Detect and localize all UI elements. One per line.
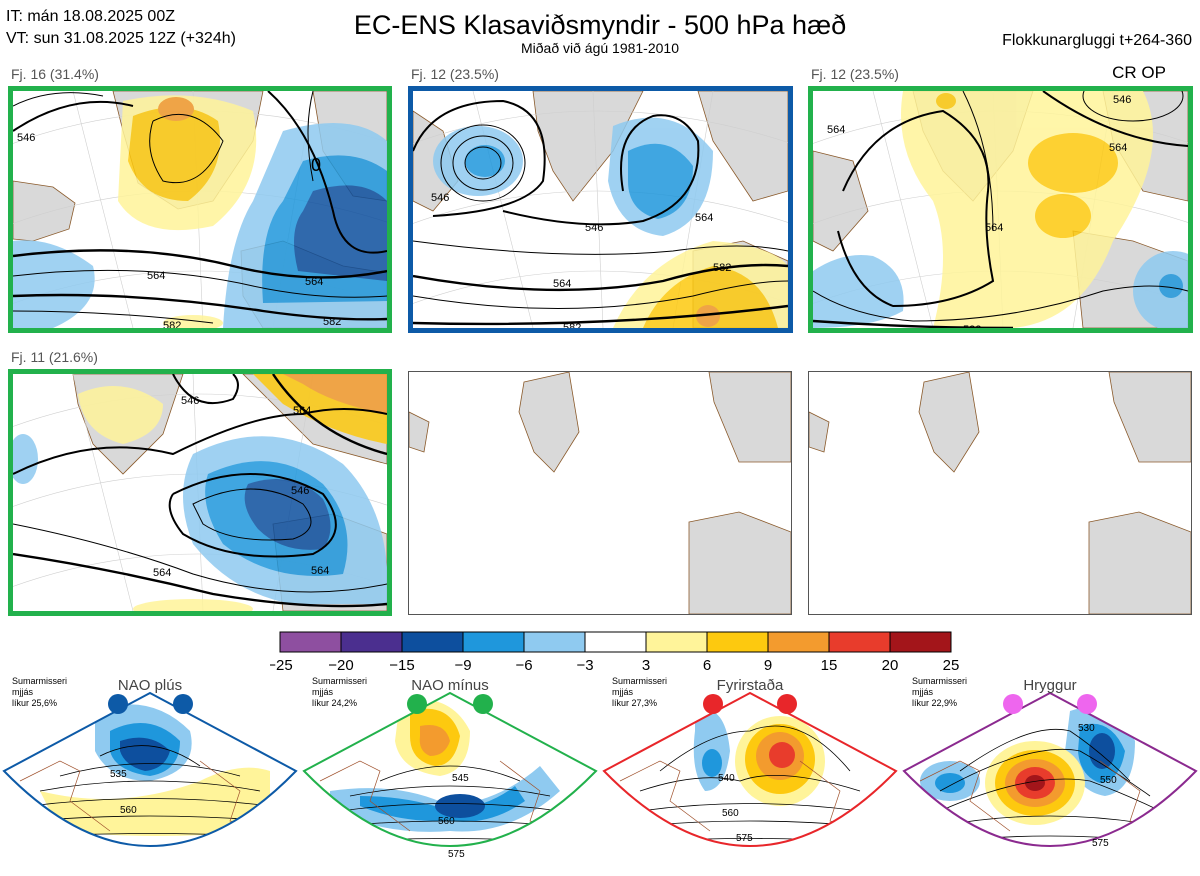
window-label: Flokkunargluggi t+264-360 (1002, 32, 1192, 49)
contour-label: 546 (181, 395, 199, 407)
colorbar-swatch (706, 631, 769, 653)
regime-nao-plus: Sumarmisseri mjjás líkur 25,6% NAO plús … (0, 671, 300, 871)
init-time: IT: mán 18.08.2025 00Z (6, 8, 175, 25)
regime-contour-label: 560 (722, 808, 739, 819)
valid-time: VT: sun 31.08.2025 12Z (+324h) (6, 30, 236, 47)
regime-map: 545 560 575 (302, 691, 598, 860)
contour-label: 546 (585, 222, 603, 234)
regime-map: 530 550 575 (902, 691, 1198, 849)
contour-label: 564 (827, 124, 845, 136)
chart-subtitle: Miðað við ágú 1981-2010 (520, 40, 679, 56)
colorbar-tick-label: −20 (328, 657, 353, 674)
colorbar-swatch (645, 631, 708, 653)
colorbar-swatch (462, 631, 525, 653)
regime-map: 535 560 (2, 691, 298, 847)
regime-contour-label: 535 (110, 769, 127, 780)
cluster-label-2: Fj. 12 (23.5%) (411, 66, 499, 82)
contour-label: 0 (311, 155, 321, 175)
colorbar-tick-label: 9 (764, 657, 772, 674)
colorbar-tick-label: 15 (821, 657, 838, 674)
empty-map-6 (808, 371, 1192, 615)
contour-label: 582 (713, 262, 731, 274)
contour-label: 564 (305, 276, 323, 288)
colorbar-swatch (279, 631, 342, 653)
contour-label: 564 (985, 222, 1003, 234)
chart-title: EC-ENS Klasaviðsmyndir - 500 hPa hæð (353, 10, 847, 40)
colorbar-tick-label: 6 (703, 657, 711, 674)
colorbar: −25 −20 −15 −9 −6 −3 3 6 9 15 20 25 (270, 631, 960, 674)
colorbar-swatch (767, 631, 830, 653)
regime-fyrirstada: Sumarmisseri mjjás líkur 27,3% Fyrirstað… (600, 671, 900, 871)
colorbar-tick-label: −15 (389, 657, 414, 674)
regime-contour-label: 530 (1078, 723, 1095, 734)
cluster-map-1: 546 0 564 564 582 582 (8, 86, 392, 333)
colorbar-swatch (828, 631, 891, 653)
contour-label: 564 (153, 567, 171, 579)
regime-contour-label: 575 (736, 833, 753, 844)
regime-nao-minus: Sumarmisseri mjjás líkur 24,2% NAO mínus… (300, 671, 600, 871)
contour-label: 564 (1109, 142, 1127, 154)
contour-label: 546 (1113, 94, 1131, 106)
colorbar-swatch (401, 631, 464, 653)
contour-label: 546 (17, 132, 35, 144)
cluster-label-4: Fj. 11 (21.6%) (11, 349, 98, 365)
colorbar-swatch (523, 631, 586, 653)
header-times: IT: mán 18.08.2025 00Z VT: sun 31.08.202… (6, 6, 236, 50)
regime-contour-label: 575 (448, 849, 465, 860)
contour-label: 564 (293, 405, 311, 417)
contour-label: 546 (431, 192, 449, 204)
colorbar-tick-label: 25 (943, 657, 960, 674)
colorbar-tick-label: −3 (576, 657, 593, 674)
regime-name: NAO plús (117, 677, 183, 694)
contour-label: 546 (291, 485, 309, 497)
regime-contour-label: 550 (1100, 775, 1117, 786)
regime-contour-label: 560 (120, 805, 137, 816)
regime-stats: Sumarmisseri mjjás líkur 25,6% (12, 676, 68, 708)
colorbar-tick-label: 3 (642, 657, 650, 674)
regime-contour-label: 560 (438, 816, 455, 827)
cluster-map-3: 546 564 564 564 582 (808, 86, 1193, 333)
regime-stats: Sumarmisseri mjjás líkur 27,3% (612, 676, 668, 708)
contour-label: 564 (147, 270, 165, 282)
colorbar-tick-label: −9 (454, 657, 471, 674)
contour-label: 582 (963, 324, 981, 328)
cluster-map-2: 546 546 564 564 582 582 (408, 86, 793, 333)
regime-name: Hryggur (1023, 677, 1077, 694)
colorbar-tick-label: −25 (270, 657, 293, 674)
colorbar-swatch (584, 631, 647, 653)
cluster-label-3: Fj. 12 (23.5%) (811, 66, 899, 82)
regime-contour-label: 540 (718, 773, 735, 784)
regime-map: 540 560 575 (602, 691, 898, 847)
regime-stats: Sumarmisseri mjjás líkur 24,2% (312, 676, 368, 708)
contour-label: 564 (553, 278, 571, 290)
regime-contour-label: 545 (452, 773, 469, 784)
colorbar-tick-label: 20 (882, 657, 899, 674)
regime-stats: Sumarmisseri mjjás líkur 22,9% (912, 676, 968, 708)
colorbar-swatch (340, 631, 403, 653)
op-label: CR OP (1112, 63, 1166, 82)
regime-contour-label: 575 (1092, 838, 1109, 849)
regime-hryggur: Sumarmisseri mjjás líkur 22,9% Hryggur (900, 671, 1200, 871)
contour-label: 564 (695, 212, 713, 224)
contour-label: 564 (311, 565, 329, 577)
regime-name: Fyrirstaða (716, 677, 784, 694)
regime-name: NAO mínus (411, 677, 489, 694)
cluster-label-1: Fj. 16 (31.4%) (11, 66, 99, 82)
contour-label: 582 (563, 322, 581, 328)
empty-map-5 (408, 371, 792, 615)
cluster-map-4: 546 564 546 564 564 (8, 369, 392, 616)
contour-label: 582 (163, 320, 181, 328)
colorbar-tick-label: −6 (515, 657, 532, 674)
colorbar-swatch (889, 631, 952, 653)
contour-label: 582 (323, 316, 341, 328)
